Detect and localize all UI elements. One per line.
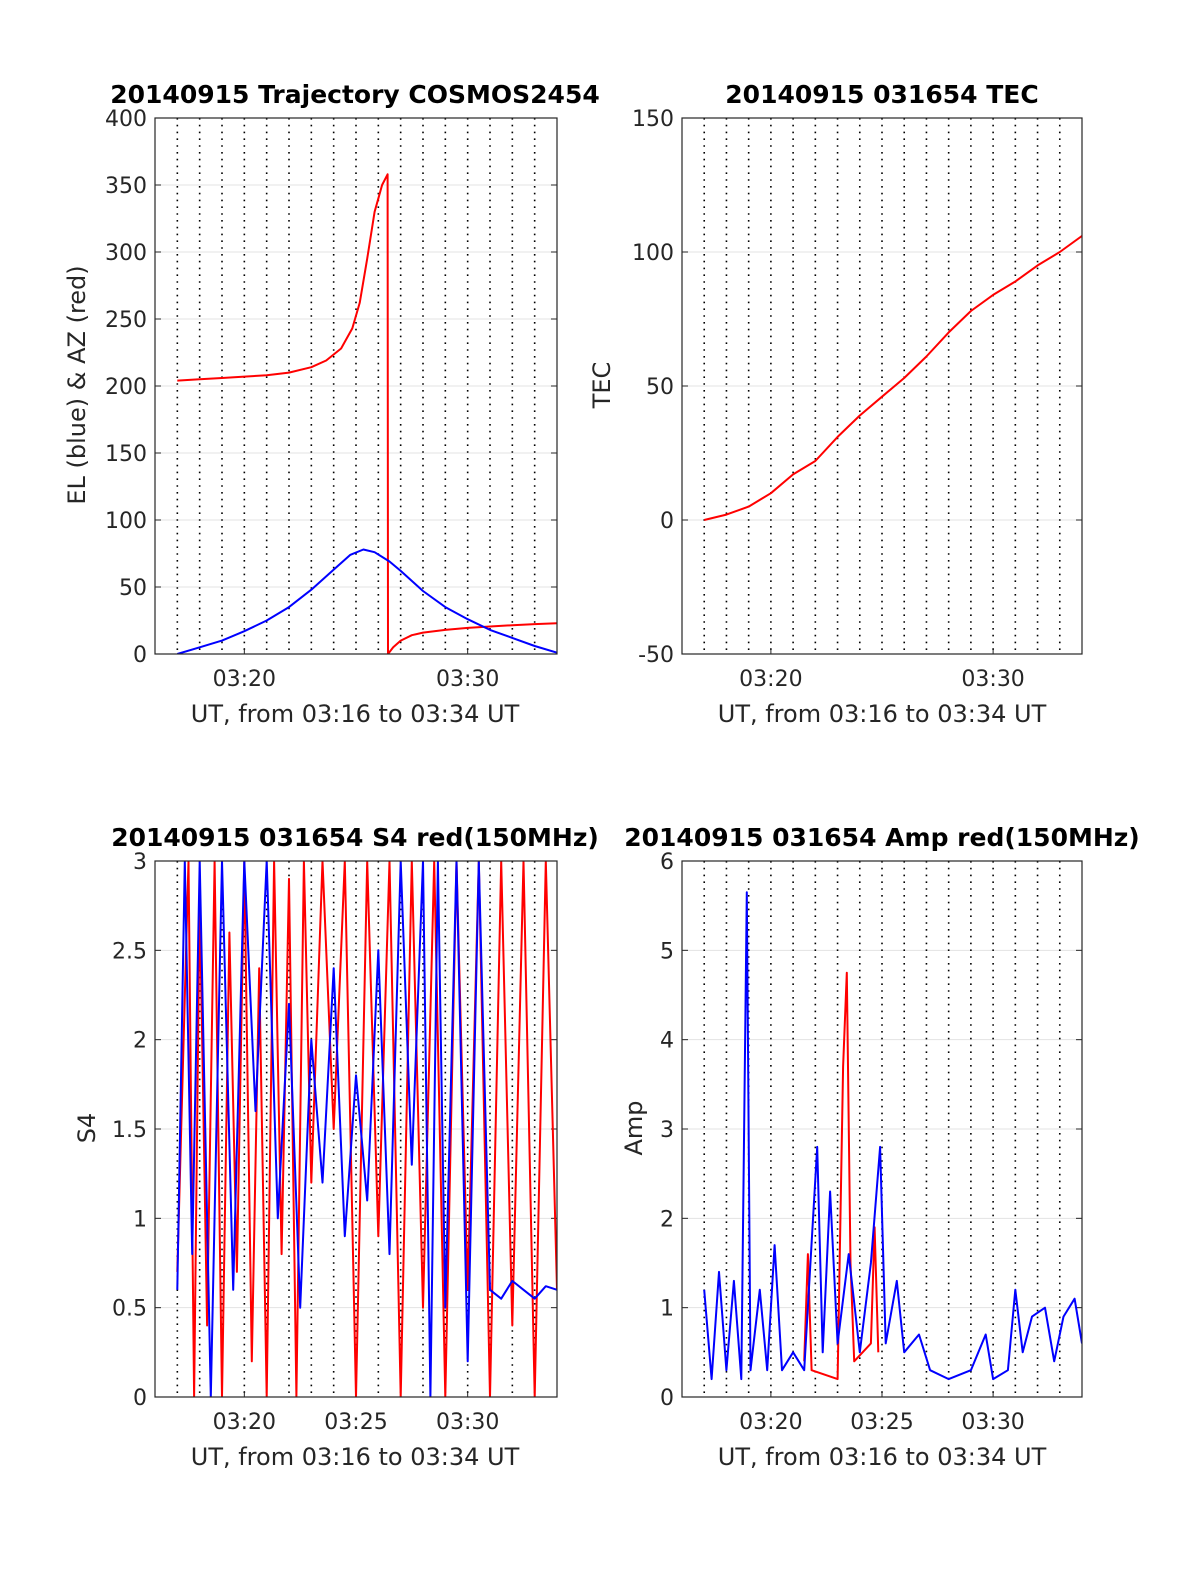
x-tick-label: 03:25 — [324, 1410, 387, 1435]
y-tick-label: 0 — [660, 1386, 674, 1411]
amp-plot-area: 0 1 2 3 4 5 6 03:20 03:25 03:30 — [660, 850, 1083, 1435]
series-line-blue — [703, 891, 1082, 1381]
y-tick-label: 2.5 — [112, 939, 147, 964]
x-tick-label: 03:20 — [739, 1410, 802, 1435]
y-tick-label: -50 — [638, 643, 674, 668]
x-axis-label: UT, from 03:16 to 03:34 UT — [718, 1443, 1047, 1471]
series-line-tec — [703, 235, 1082, 521]
y-tick-label: 50 — [119, 576, 147, 601]
x-tick-label: 03:20 — [739, 667, 802, 692]
chart-title: 20140915 031654 TEC — [725, 80, 1038, 109]
x-tick-label: 03:30 — [961, 667, 1024, 692]
y-tick-label: 50 — [646, 375, 674, 400]
y-tick-label: 100 — [632, 241, 674, 266]
tec-panel: 20140915 031654 TEC UT, from 03:16 to 03… — [588, 80, 1083, 728]
y-tick-label: 6 — [660, 850, 674, 875]
y-tick-label: 1 — [660, 1297, 674, 1322]
y-tick-label: 0 — [660, 509, 674, 534]
series-line-blue — [176, 861, 557, 1397]
y-tick-label: 350 — [105, 174, 147, 199]
y-axis-label: Amp — [620, 1100, 648, 1155]
y-tick-label: 0.5 — [112, 1297, 147, 1322]
y-tick-label: 150 — [105, 442, 147, 467]
x-tick-label: 03:30 — [961, 1410, 1024, 1435]
y-tick-label: 0 — [133, 643, 147, 668]
x-tick-label: 03:20 — [213, 667, 276, 692]
y-tick-label: 200 — [105, 375, 147, 400]
y-tick-label: 4 — [660, 1029, 674, 1054]
amp-panel: 20140915 031654 Amp red(150MHz) UT, from… — [620, 823, 1140, 1471]
y-tick-label: 100 — [105, 509, 147, 534]
axes-box — [154, 117, 558, 655]
trajectory-panel: 20140915 Trajectory COSMOS2454 UT, from … — [63, 80, 600, 728]
chart-title: 20140915 Trajectory COSMOS2454 — [110, 80, 600, 109]
y-axis-label: EL (blue) & AZ (red) — [63, 265, 91, 504]
x-tick-label: 03:30 — [436, 1410, 499, 1435]
y-tick-label: 1.5 — [112, 1118, 147, 1143]
chart-title: 20140915 031654 Amp red(150MHz) — [624, 823, 1140, 852]
y-axis-label: TEC — [588, 362, 616, 410]
y-tick-label: 250 — [105, 308, 147, 333]
y-tick-label: 5 — [660, 939, 674, 964]
series-line-az — [177, 173, 557, 654]
x-axis-label: UT, from 03:16 to 03:34 UT — [191, 1443, 520, 1471]
x-tick-label: 03:20 — [213, 1410, 276, 1435]
y-tick-label: 400 — [105, 107, 147, 132]
axes-box — [681, 860, 1083, 1398]
s4-panel: 20140915 031654 S4 red(150MHz) UT, from … — [73, 823, 599, 1471]
y-tick-label: 0 — [133, 1386, 147, 1411]
axes-box — [154, 860, 558, 1398]
x-axis-label: UT, from 03:16 to 03:34 UT — [718, 700, 1047, 728]
x-tick-label: 03:25 — [850, 1410, 913, 1435]
series-line-red — [803, 971, 880, 1381]
y-tick-label: 3 — [660, 1118, 674, 1143]
y-tick-label: 2 — [133, 1029, 147, 1054]
y-tick-label: 3 — [133, 850, 147, 875]
y-tick-label: 300 — [105, 241, 147, 266]
y-tick-label: 1 — [133, 1207, 147, 1232]
s4-plot-area: 0 0.5 1 1.5 2 2.5 3 03:20 03:25 03:30 — [112, 850, 558, 1435]
y-axis-label: S4 — [73, 1113, 101, 1144]
chart-title: 20140915 031654 S4 red(150MHz) — [111, 823, 599, 852]
y-tick-label: 2 — [660, 1207, 674, 1232]
axes-box — [681, 117, 1083, 655]
trajectory-plot-area: 0 50 100 150 200 250 300 350 400 03:20 03:30 — [105, 107, 558, 692]
x-axis-label: UT, from 03:16 to 03:34 UT — [191, 700, 520, 728]
tec-plot-area: -50 0 50 100 150 03:20 03:30 — [632, 107, 1083, 692]
series-line-el — [177, 548, 557, 654]
y-tick-label: 150 — [632, 107, 674, 132]
x-tick-label: 03:30 — [436, 667, 499, 692]
